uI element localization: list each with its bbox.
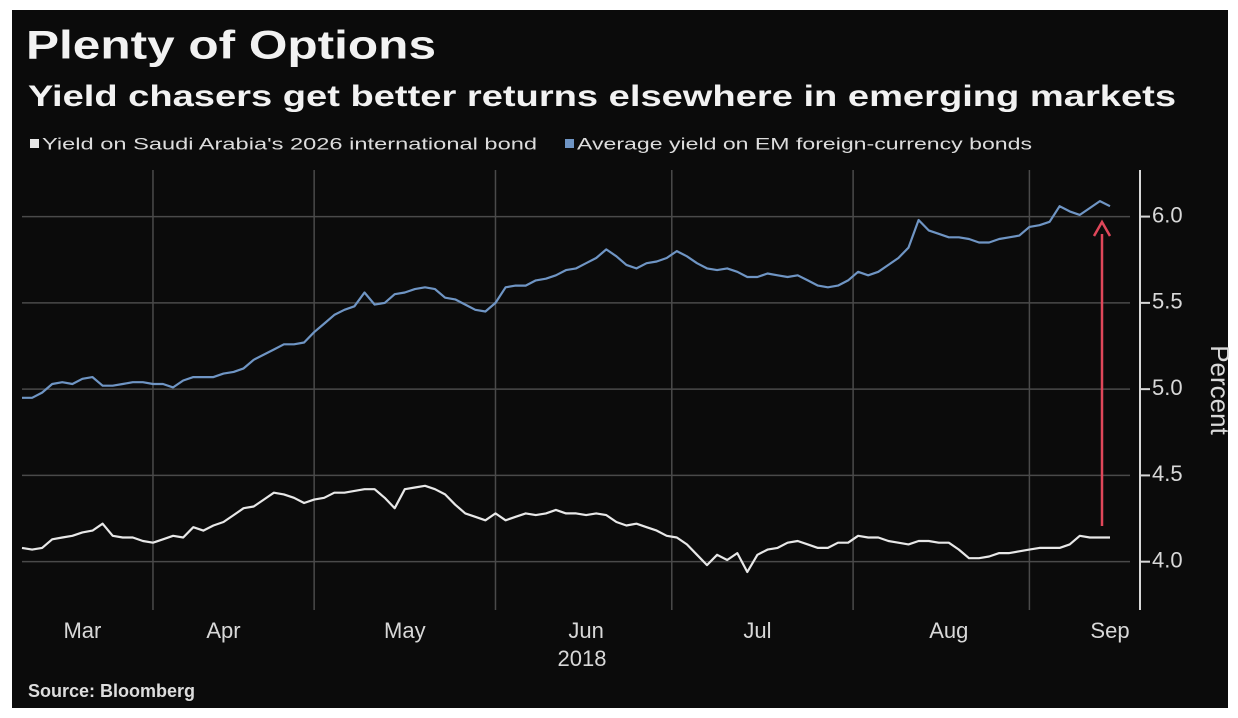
y-tick-label: 5.0 [1152,375,1183,400]
x-tick-label: Mar [63,618,101,643]
y-axis: 4.0 4.5 5.0 5.5 6.0 [1139,170,1183,610]
legend-swatch [565,139,574,148]
grid [22,170,1130,610]
plot-lines [21,200,1111,574]
series-line [22,200,1111,399]
chart-subtitle: Yield chasers get better returns elsewhe… [28,80,1176,113]
source-note: Source: Bloomberg [28,681,195,701]
legend-swatch [30,139,39,148]
y-tick-label: 5.5 [1152,289,1183,314]
y-tick-label: 6.0 [1152,202,1183,227]
annotation-arrowhead [1092,219,1112,237]
x-tick-label: Aug [929,618,968,643]
legend-label: Average yield on EM foreign-currency bon… [577,134,1032,153]
legend: Yield on Saudi Arabia's 2026 internation… [30,134,1032,153]
y-axis-label: Percent [1205,345,1235,435]
y-tick-label: 4.5 [1152,461,1183,486]
series-line [21,484,1110,574]
legend-label: Yield on Saudi Arabia's 2026 internation… [42,134,537,153]
chart-background [12,10,1228,708]
chart-title: Plenty of Options [26,24,436,68]
y-tick-label: 4.0 [1152,547,1183,572]
x-tick-label: Jun [568,618,603,643]
x-tick-label: Apr [206,618,240,643]
x-axis-sublabel: 2018 [558,646,607,671]
x-tick-label: Jul [743,618,771,643]
x-tick-label: Sep [1090,618,1129,643]
x-tick-label: May [384,618,426,643]
